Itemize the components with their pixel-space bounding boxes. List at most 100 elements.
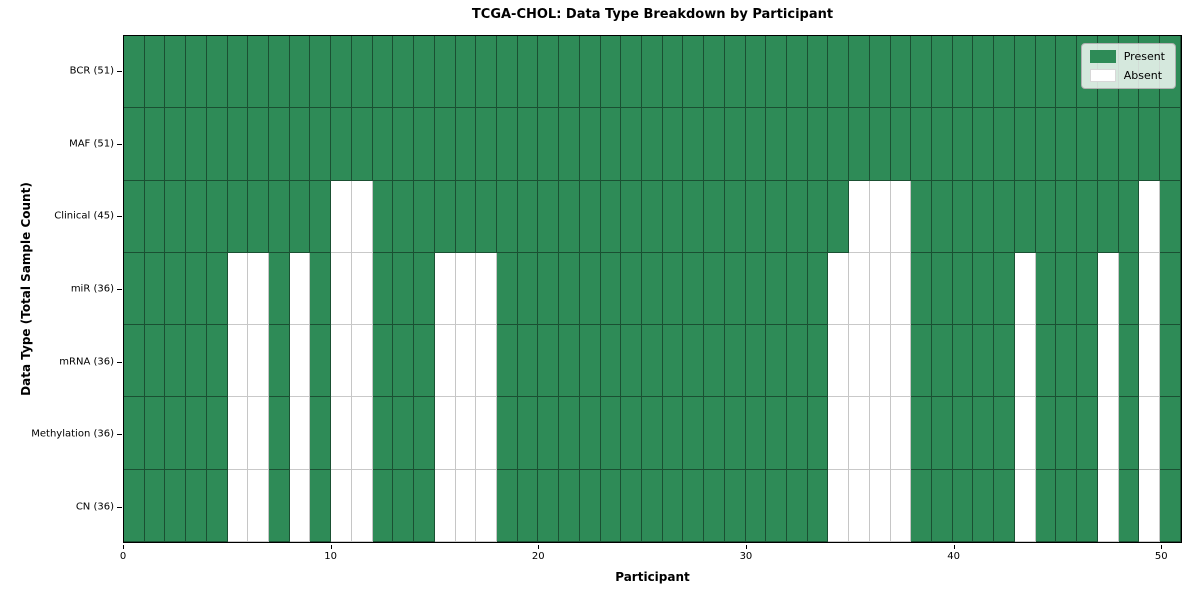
heatmap-cell: [1035, 469, 1057, 542]
heatmap-cell: [724, 108, 746, 181]
heatmap-cell: [517, 252, 539, 326]
y-axis-tick: [117, 216, 122, 218]
x-axis-tick: [745, 545, 747, 549]
heatmap-cell: [745, 252, 767, 326]
heatmap-cell: [621, 108, 642, 181]
heatmap-cell: [165, 252, 187, 326]
heatmap-cell: [973, 469, 995, 542]
heatmap-cell: [745, 180, 767, 253]
heatmap-cell: [869, 108, 891, 181]
heatmap-cell: [662, 180, 684, 253]
heatmap-cell: [890, 325, 912, 398]
heatmap-cell: [890, 397, 912, 470]
heatmap-cell: [1097, 108, 1119, 181]
heatmap-cell: [414, 469, 435, 542]
heatmap-cell: [683, 325, 705, 398]
heatmap-cell: [393, 325, 415, 398]
heatmap-cell: [186, 180, 207, 253]
heatmap-cell: [641, 252, 663, 326]
heatmap-cell: [952, 180, 974, 253]
heatmap-cell: [787, 397, 808, 470]
heatmap-cell: [206, 252, 228, 326]
heatmap-cell: [869, 325, 891, 398]
heatmap-cell: [994, 325, 1015, 398]
x-tick-label: 40: [947, 551, 960, 562]
heatmap-cell: [517, 397, 539, 470]
heatmap-cell: [310, 397, 332, 470]
heatmap-cell: [496, 397, 518, 470]
heatmap-cell: [124, 325, 145, 398]
heatmap-cell: [973, 36, 995, 109]
heatmap-cell: [269, 325, 290, 398]
heatmap-cell: [186, 469, 207, 542]
heatmap-cell: [124, 397, 145, 470]
heatmap-cell: [641, 108, 663, 181]
heatmap-cell: [704, 252, 725, 326]
x-tick-label: 50: [1154, 551, 1168, 562]
heatmap-cell: [269, 469, 290, 542]
heatmap-cell: [766, 252, 787, 326]
heatmap-cell: [393, 180, 415, 253]
heatmap-cell: [1118, 469, 1140, 542]
heatmap-cell: [745, 325, 767, 398]
x-tick-label: 0: [119, 551, 127, 562]
heatmap-cell: [621, 180, 642, 253]
heatmap-cell: [932, 180, 953, 253]
heatmap-cell: [994, 252, 1015, 326]
heatmap-cell: [559, 469, 580, 542]
heatmap-cell: [517, 469, 539, 542]
heatmap-cell: [248, 108, 270, 181]
heatmap-cell: [206, 108, 228, 181]
heatmap-cell: [1014, 180, 1036, 253]
heatmap-cell: [1097, 469, 1119, 542]
heatmap-cell: [787, 469, 808, 542]
heatmap-cell: [704, 180, 725, 253]
heatmap-cell: [455, 36, 477, 109]
heatmap-cell: [124, 469, 145, 542]
heatmap-cell: [559, 108, 580, 181]
heatmap-cell: [807, 36, 829, 109]
heatmap-cell: [683, 108, 705, 181]
x-tick-label: 10: [324, 551, 338, 562]
heatmap-cell: [828, 397, 850, 470]
heatmap-cell: [372, 252, 394, 326]
heatmap-cell: [476, 108, 497, 181]
heatmap-cell: [455, 397, 477, 470]
heatmap-cell: [828, 325, 850, 398]
heatmap-cell: [559, 36, 580, 109]
heatmap-cell: [289, 325, 311, 398]
heatmap-cell: [351, 325, 373, 398]
heatmap-cell: [932, 325, 953, 398]
heatmap-cell: [745, 397, 767, 470]
heatmap-cell: [1139, 252, 1160, 326]
heatmap-cell: [849, 469, 870, 542]
heatmap-cell: [890, 252, 912, 326]
y-tick-label: miR (36): [70, 283, 114, 295]
heatmap-cell: [269, 252, 290, 326]
heatmap-cell: [724, 325, 746, 398]
heatmap-cell: [973, 325, 995, 398]
heatmap-cell: [766, 469, 787, 542]
heatmap-cell: [1056, 325, 1078, 398]
heatmap-cell: [766, 397, 787, 470]
heatmap-cell: [455, 325, 477, 398]
heatmap-cell: [414, 397, 435, 470]
heatmap-cell: [828, 252, 850, 326]
y-tick-label: BCR (51): [69, 65, 114, 77]
legend-item-absent: Absent: [1089, 69, 1165, 82]
heatmap-cell: [683, 469, 705, 542]
heatmap-row-cn: [124, 469, 1181, 542]
heatmap-cell: [455, 108, 477, 181]
heatmap-cell: [538, 252, 560, 326]
heatmap-cell: [1056, 108, 1078, 181]
heatmap-cell: [932, 469, 953, 542]
heatmap-cell: [890, 469, 912, 542]
heatmap-cell: [165, 180, 187, 253]
heatmap-cell: [890, 108, 912, 181]
heatmap-cell: [414, 252, 435, 326]
heatmap-cell: [517, 180, 539, 253]
heatmap-cell: [476, 36, 497, 109]
heatmap-cell: [911, 108, 933, 181]
heatmap-cell: [1077, 180, 1098, 253]
heatmap-cell: [414, 108, 435, 181]
